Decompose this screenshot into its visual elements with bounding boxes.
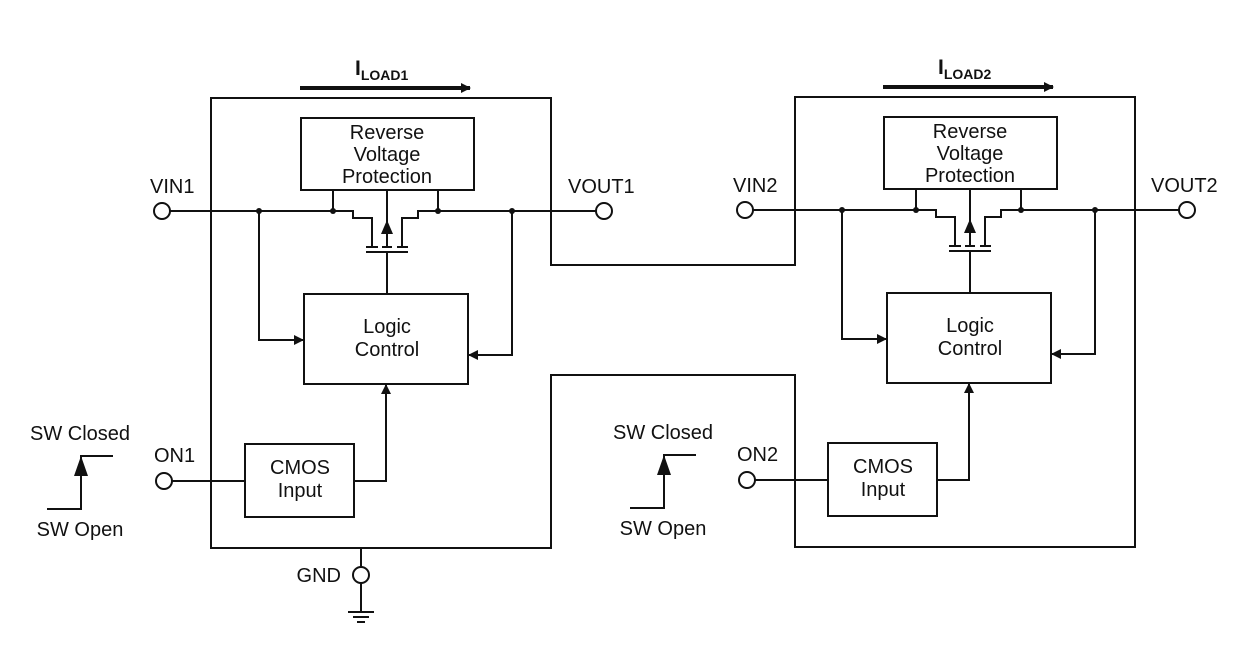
mosfet-icon — [753, 189, 1179, 293]
vin-label: VIN1 — [150, 176, 194, 198]
svg-text:ILOAD2: ILOAD2 — [938, 56, 992, 82]
block-label: Input — [861, 479, 906, 501]
ground-icon — [348, 611, 374, 623]
load-current-arrow: ILOAD2 — [883, 56, 1054, 92]
reverse-voltage-protection-block: Reverse Voltage Protection — [300, 117, 475, 191]
load-current-subscript: LOAD1 — [361, 67, 409, 83]
switch-state-indicator: SW Closed SW Open — [30, 423, 130, 541]
sw-open-label: SW Open — [37, 519, 124, 541]
vin-terminal: VIN2 — [733, 175, 777, 219]
on-terminal: ON2 — [737, 444, 828, 489]
on-label: ON2 — [737, 444, 778, 466]
load-current-label: I — [355, 57, 361, 80]
vout-label: VOUT1 — [568, 176, 635, 198]
cmos-input-block: CMOS Input — [244, 384, 391, 518]
svg-text:ILOAD1: ILOAD1 — [355, 57, 409, 83]
reverse-voltage-protection-block: Reverse Voltage Protection — [883, 116, 1058, 190]
block-label: Logic — [946, 315, 994, 337]
vin-label: VIN2 — [733, 175, 777, 197]
block-label: Control — [938, 338, 1002, 360]
block-label: Protection — [342, 166, 432, 188]
switch-unit-1: ILOAD1 Reverse Voltage Protection VIN1 V… — [30, 57, 635, 541]
sw-closed-label: SW Closed — [30, 423, 130, 445]
gnd-terminal: GND — [297, 548, 374, 623]
load-current-arrow: ILOAD1 — [300, 57, 471, 93]
gnd-pin — [352, 566, 370, 584]
mosfet-icon — [170, 190, 596, 294]
block-label: Input — [278, 480, 323, 502]
arrow-up-icon — [74, 456, 88, 476]
sw-open-label: SW Open — [620, 518, 707, 540]
on-terminal: ON1 — [154, 445, 245, 490]
vout-label: VOUT2 — [1151, 175, 1218, 197]
switch-units: ILOAD1 Reverse Voltage Protection VIN1 V… — [30, 56, 1218, 541]
vout-terminal: VOUT2 — [1151, 175, 1218, 219]
block-label: Protection — [925, 165, 1015, 187]
arrow-up-icon — [657, 455, 671, 475]
block-label: Logic — [363, 316, 411, 338]
cmos-input-block: CMOS Input — [827, 383, 974, 517]
vin-terminal: VIN1 — [150, 176, 194, 220]
vout-terminal: VOUT1 — [568, 176, 635, 220]
on-label: ON1 — [154, 445, 195, 467]
block-label: CMOS — [853, 456, 913, 478]
logic-control-block: Logic Control — [303, 293, 469, 385]
block-label: Reverse — [350, 122, 424, 144]
switch-unit-2: ILOAD2 Reverse Voltage Protection VIN2 V… — [613, 56, 1218, 540]
block-label: Control — [355, 339, 419, 361]
gnd-label: GND — [297, 565, 341, 587]
load-current-subscript: LOAD2 — [944, 66, 992, 82]
block-label: Voltage — [354, 144, 421, 166]
block-label: Voltage — [937, 143, 1004, 165]
load-current-label: I — [938, 56, 944, 79]
block-label: Reverse — [933, 121, 1007, 143]
sense-wires — [256, 208, 515, 360]
sw-closed-label: SW Closed — [613, 422, 713, 444]
logic-control-block: Logic Control — [886, 292, 1052, 384]
package-outline — [210, 96, 1136, 549]
block-label: CMOS — [270, 457, 330, 479]
sense-wires — [839, 207, 1098, 359]
switch-state-indicator: SW Closed SW Open — [613, 422, 713, 540]
